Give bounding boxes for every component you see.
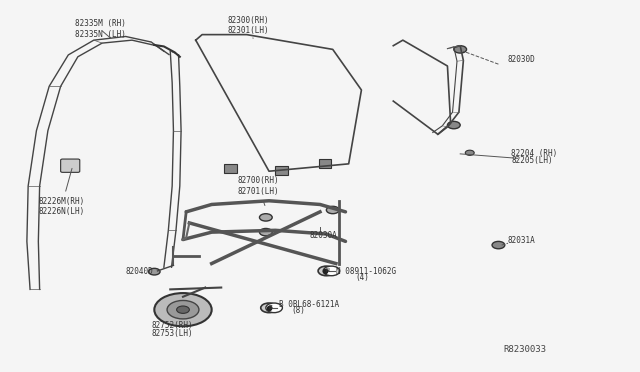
Circle shape: [318, 266, 335, 276]
Text: 82040D: 82040D: [125, 267, 154, 276]
Text: 82753(LH): 82753(LH): [151, 328, 193, 337]
Text: (4): (4): [355, 273, 369, 282]
Text: 82204 (RH): 82204 (RH): [511, 150, 557, 158]
Text: 82752(RH): 82752(RH): [151, 321, 193, 330]
Text: 82030A: 82030A: [309, 231, 337, 240]
Text: 82031A: 82031A: [508, 236, 536, 245]
Circle shape: [177, 306, 189, 313]
Circle shape: [260, 303, 277, 312]
Text: 82335M (RH)
82335N (LH): 82335M (RH) 82335N (LH): [75, 19, 125, 39]
Circle shape: [326, 206, 339, 214]
Circle shape: [259, 228, 272, 236]
Circle shape: [266, 303, 282, 312]
Text: 82300(RH)
82301(LH): 82300(RH) 82301(LH): [228, 16, 269, 38]
Bar: [319, 160, 332, 168]
Text: N: N: [326, 269, 330, 273]
Text: 82030D: 82030D: [508, 55, 536, 64]
Circle shape: [167, 301, 199, 319]
Text: 82226M(RH)
82226N(LH): 82226M(RH) 82226N(LH): [38, 169, 84, 216]
Circle shape: [492, 241, 505, 249]
Circle shape: [465, 150, 474, 155]
Circle shape: [454, 46, 467, 53]
Circle shape: [447, 121, 460, 129]
Text: R8230033: R8230033: [503, 345, 546, 354]
Circle shape: [259, 214, 272, 221]
FancyBboxPatch shape: [61, 159, 80, 172]
Text: B 0BL68-6121A: B 0BL68-6121A: [278, 300, 339, 309]
Circle shape: [148, 268, 160, 275]
Circle shape: [154, 293, 212, 326]
Circle shape: [323, 266, 340, 276]
Text: (8): (8): [291, 307, 305, 315]
Text: 82205(LH): 82205(LH): [511, 156, 553, 165]
Text: N 08911-1062G: N 08911-1062G: [336, 266, 396, 276]
Text: 82700(RH)
82701(LH): 82700(RH) 82701(LH): [237, 176, 279, 206]
Text: B: B: [268, 305, 272, 310]
Bar: [225, 164, 237, 173]
Bar: [275, 166, 288, 174]
